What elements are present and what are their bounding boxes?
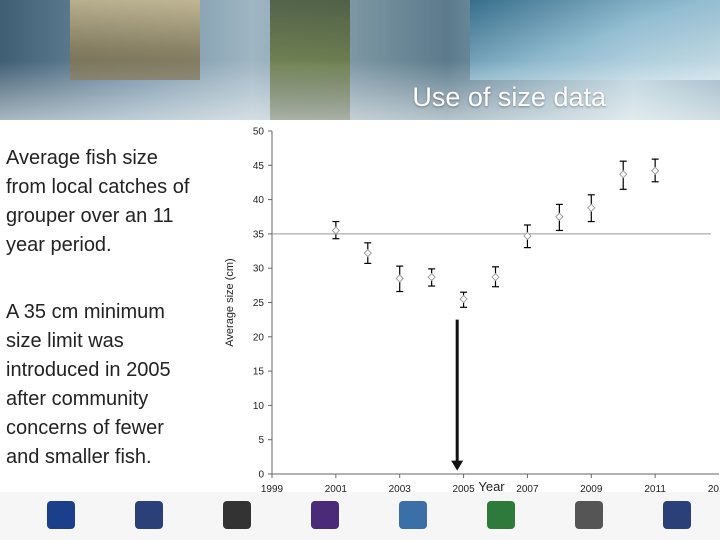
y-axis-label: Average size (cm) (224, 258, 236, 346)
banner-fade (0, 60, 720, 120)
x-tick-label: 2011 (644, 484, 666, 492)
coral-triangle-center-logo-icon (575, 501, 603, 529)
australian-government-logo (194, 498, 280, 532)
university-western-australia-logo-icon (135, 501, 163, 529)
footer-logos (0, 492, 720, 540)
y-tick-label: 10 (253, 401, 265, 412)
header-banner (0, 0, 720, 120)
james-cook-university-logo (18, 498, 104, 532)
data-point (459, 294, 468, 304)
data-point (587, 203, 596, 213)
charles-darwin-university-logo (370, 498, 456, 532)
data-point (555, 212, 564, 221)
data-point (523, 231, 532, 241)
description-paragraph: Average fish size from local catches of … (6, 147, 190, 256)
australian-government-logo-icon (223, 501, 251, 529)
university-queensland-logo-icon (311, 501, 339, 529)
data-point (650, 166, 660, 175)
size-limit-paragraph: A 35 cm minimum size limit was introduce… (6, 301, 171, 468)
fish-size-chart: 0 5 10 15 20 25 30 35 40 45 50 1999 2001 2003 2005 2007… (224, 127, 720, 493)
x-tick-label: 1999 (261, 484, 284, 492)
x-tick-label: 2007 (516, 484, 539, 492)
university-queensland-logo (282, 498, 368, 532)
limit-introduced-arrowhead (451, 460, 464, 471)
slide-title: Use of size data (412, 82, 606, 112)
x-tick-label: 2001 (325, 484, 348, 492)
australian-aid-logo-icon (663, 501, 691, 529)
y-tick-label: 25 (253, 298, 265, 309)
nature-conservancy-logo (458, 498, 544, 532)
y-tick-label: 45 (253, 161, 265, 172)
coral-triangle-center-logo (546, 498, 632, 532)
nature-conservancy-logo-icon (487, 501, 515, 529)
australian-aid-logo (634, 498, 720, 532)
y-tick-label: 0 (258, 470, 264, 481)
x-axis-label: Year (478, 479, 505, 492)
charles-darwin-university-logo-icon (399, 501, 427, 529)
data-point (331, 226, 341, 235)
y-tick-label: 35 (253, 229, 265, 240)
y-tick-label: 20 (253, 332, 265, 343)
y-tick-label: 50 (253, 127, 265, 138)
x-tick-label: 2009 (580, 484, 603, 492)
data-point (395, 274, 404, 283)
y-tick-label: 15 (253, 367, 265, 378)
data-point (491, 272, 500, 282)
y-tick-label: 5 (258, 435, 264, 446)
data-point (619, 170, 628, 179)
university-western-australia-logo (106, 498, 192, 532)
y-tick-label: 30 (253, 264, 265, 275)
x-tick-label: 2003 (389, 484, 412, 492)
y-tick-label: 40 (253, 195, 265, 206)
data-point (427, 272, 436, 282)
x-tick-label: 2005 (452, 484, 475, 492)
data-point (363, 248, 372, 258)
james-cook-university-logo-icon (47, 501, 75, 529)
x-tick-label: 2013 (708, 484, 720, 492)
